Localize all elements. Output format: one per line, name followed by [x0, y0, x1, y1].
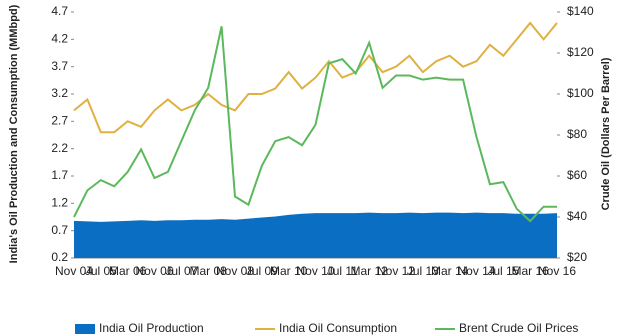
x-tick-label: Jul 11 [327, 264, 358, 278]
y2-tick-label: $40 [567, 209, 587, 223]
x-tick-label: Mar 12 [350, 264, 388, 278]
area [74, 212, 557, 258]
x-tick-label: Mar 08 [189, 264, 227, 278]
x-tick-label: Jul 09 [246, 264, 278, 278]
line [73, 21, 558, 134]
y2-axis-title: Crude Oil (Dollars Per Barrel) [600, 57, 612, 210]
y-tick-label: 1.7 [51, 168, 68, 182]
x-tick-label: Jul 15 [487, 264, 519, 278]
x-tick-label: Jul 13 [407, 264, 439, 278]
x-tick-label: Nov 04 [55, 264, 93, 278]
legend-label: Brent Crude Oil Prices [459, 321, 578, 335]
x-tick-label: Nov 12 [377, 264, 415, 278]
y-tick-label: 1.2 [51, 196, 68, 210]
legend-label: India Oil Production [99, 321, 204, 335]
x-tick-label: Nov 10 [296, 264, 334, 278]
x-tick-label: Mar 10 [270, 264, 308, 278]
y2-tick-label: $100 [567, 86, 594, 100]
line [73, 26, 557, 223]
y-tick-label: 3.2 [51, 86, 68, 100]
y2-tick-label: $120 [567, 45, 594, 59]
y-axis-title: India's Oil Production and Consumption (… [8, 4, 20, 263]
x-tick-label: Jul 07 [165, 264, 197, 278]
x-tick-label: Nov 16 [538, 264, 576, 278]
x-tick-label: Mar 14 [431, 264, 469, 278]
y-tick-label: 3.7 [51, 59, 68, 73]
y-tick-label: 2.2 [51, 141, 68, 155]
y2-tick-label: $60 [567, 168, 587, 182]
y-tick-label: 4.2 [51, 32, 68, 46]
legend-swatch [75, 324, 95, 334]
x-tick-label: Mar 16 [511, 264, 549, 278]
y-tick-label: 4.7 [51, 4, 68, 18]
y2-tick-label: $20 [567, 250, 587, 264]
y2-tick-label: $80 [567, 127, 587, 141]
x-tick-label: Nov 14 [457, 264, 495, 278]
x-tick-label: Jul 05 [85, 264, 117, 278]
x-tick-label: Nov 06 [135, 264, 173, 278]
y-tick-label: 2.7 [51, 114, 68, 128]
x-tick-label: Mar 06 [109, 264, 147, 278]
y2-tick-label: $140 [567, 4, 594, 18]
y-tick-label: 0.2 [51, 250, 68, 264]
legend-label: India Oil Consumption [279, 321, 397, 335]
y-tick-label: 0.7 [51, 223, 68, 237]
x-tick-label: Nov 08 [216, 264, 254, 278]
